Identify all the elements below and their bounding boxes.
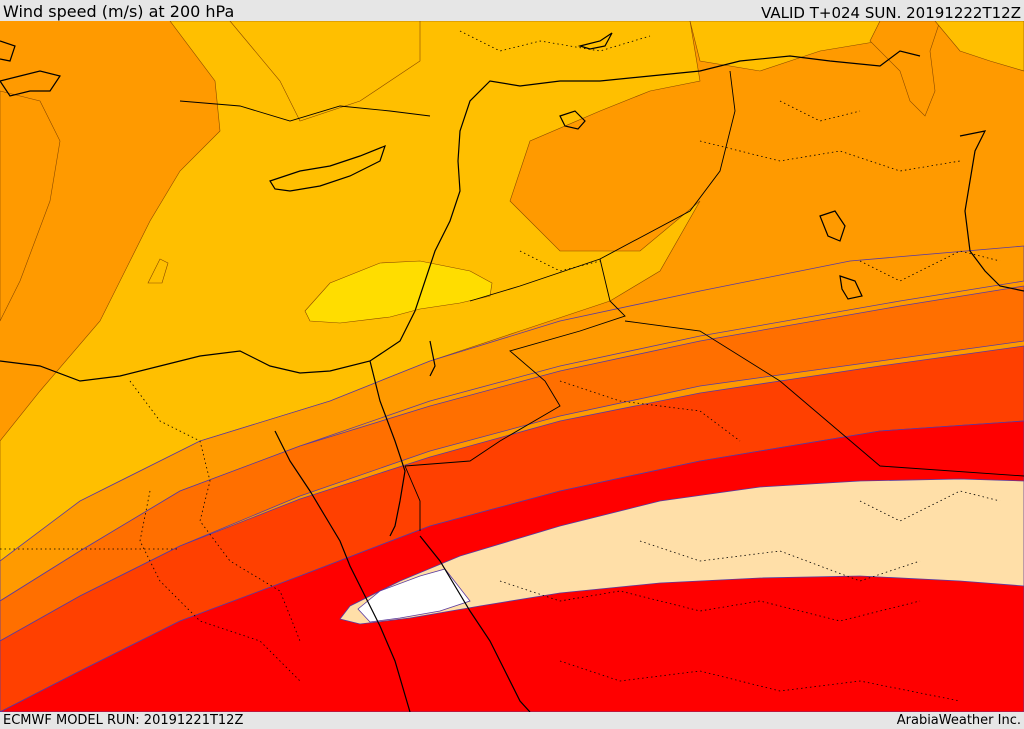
band-yellow-small: [147, 258, 169, 284]
footer-bar: ECMWF MODEL RUN: 20191221T12Z ArabiaWeat…: [0, 712, 1024, 729]
band-yellow-core: [304, 260, 493, 324]
wind-speed-map[interactable]: [0, 21, 1024, 712]
valid-time: VALID T+024 SUN. 20191222T12Z: [761, 4, 1021, 22]
band-orange-northeast-tongue: [869, 21, 941, 117]
province-borders: [0, 30, 1001, 702]
band-light-orange-north: [229, 21, 421, 122]
band-light-orange-northeast: [689, 21, 901, 72]
band-white-max: [357, 568, 471, 623]
band-light-orange-right: [934, 21, 1024, 72]
header-bar: Wind speed (m/s) at 200 hPa VALID T+024 …: [0, 0, 1024, 22]
map-title: Wind speed (m/s) at 200 hPa: [3, 2, 235, 21]
coastlines: [0, 32, 1024, 712]
country-borders: [179, 70, 1024, 531]
map-panel[interactable]: [0, 21, 1024, 712]
band-peach-jet-core: [339, 478, 1024, 625]
credit-text: ArabiaWeather Inc.: [896, 713, 1021, 728]
model-run: ECMWF MODEL RUN: 20191221T12Z: [3, 713, 244, 728]
band-orange-west-edge: [0, 90, 61, 322]
